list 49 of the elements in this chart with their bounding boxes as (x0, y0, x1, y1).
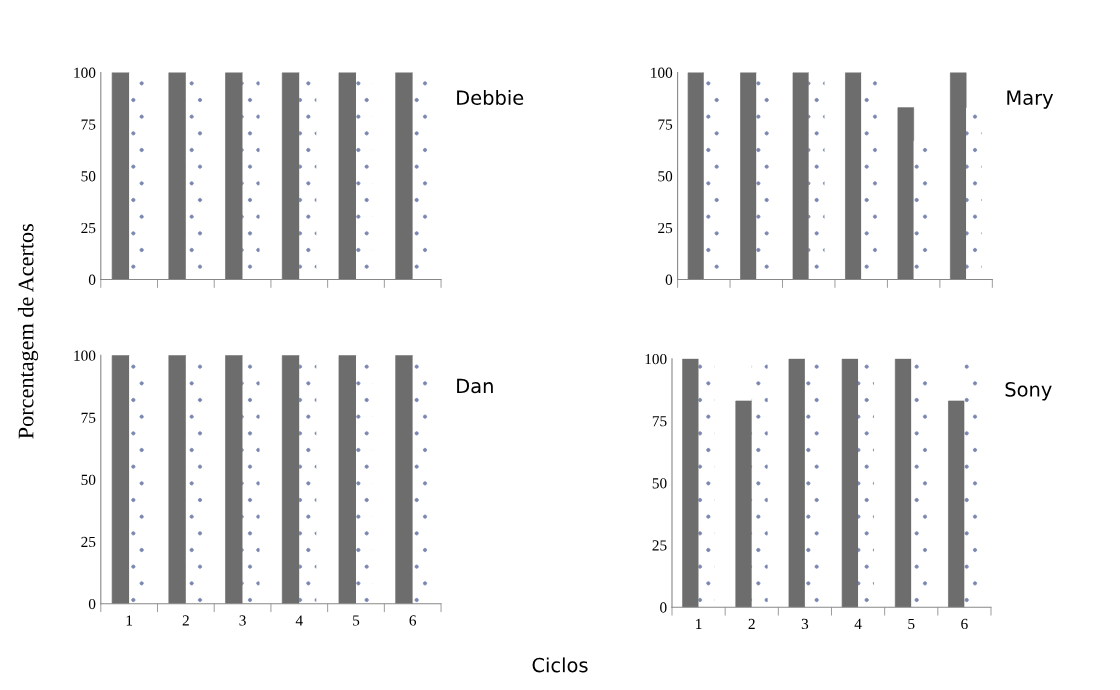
y-tick-label: 100 (74, 350, 96, 361)
y-tick-label: 50 (81, 171, 96, 182)
bar (792, 72, 810, 280)
x-tick-label: 1 (696, 618, 702, 629)
y-tick-label: 25 (81, 222, 96, 234)
y-tick-label: 75 (81, 119, 96, 130)
bar (703, 72, 720, 280)
y-tick-label: 100 (645, 353, 667, 365)
x-tick-label: 3 (801, 618, 809, 630)
y-tick-label: 50 (658, 171, 673, 182)
bar (950, 72, 967, 280)
x-axis-title: Ciclos (532, 657, 588, 673)
y-tick-label: 0 (660, 602, 667, 613)
text: Debbie (457, 89, 524, 105)
y-tick-label: 25 (658, 222, 673, 234)
y-tick-label: 75 (81, 412, 96, 423)
y-tick-label: 25 (652, 540, 667, 551)
x-tick-label: 2 (748, 618, 755, 629)
y-tick-label: 50 (81, 474, 96, 485)
text: Mary (1007, 90, 1054, 109)
bar (966, 107, 982, 280)
y-tick-label: 75 (658, 119, 673, 130)
bar (897, 107, 914, 280)
bar (687, 72, 705, 280)
x-tick-label: 4 (854, 618, 862, 629)
bar (845, 72, 862, 280)
x-tick-label: 4 (295, 615, 303, 626)
y-tick-label: 50 (652, 478, 667, 489)
bar (913, 140, 930, 280)
x-tick-label: 2 (182, 615, 189, 626)
x-tick-label: 5 (908, 618, 915, 630)
x-tick-label: 1 (126, 615, 133, 626)
x-tick-label: 6 (961, 618, 968, 630)
x-tick-label: 6 (409, 615, 417, 626)
bar (740, 72, 757, 280)
x-tick-label: 5 (353, 615, 360, 626)
text: Sony (1005, 382, 1052, 401)
y-tick-label: 25 (81, 536, 96, 548)
bar (808, 72, 825, 280)
x-tick-label: 3 (239, 615, 246, 626)
y-tick-label: 0 (88, 598, 96, 610)
y-tick-label: 0 (665, 274, 673, 285)
bar (861, 72, 877, 280)
text: Dan (457, 378, 493, 394)
y-tick-label: 100 (651, 67, 673, 78)
y-tick-label: 0 (88, 274, 96, 285)
y-tick-label: 75 (652, 416, 667, 427)
y-axis-title: Porcentagem de Acertos (17, 224, 39, 439)
y-tick-label: 100 (74, 67, 96, 78)
